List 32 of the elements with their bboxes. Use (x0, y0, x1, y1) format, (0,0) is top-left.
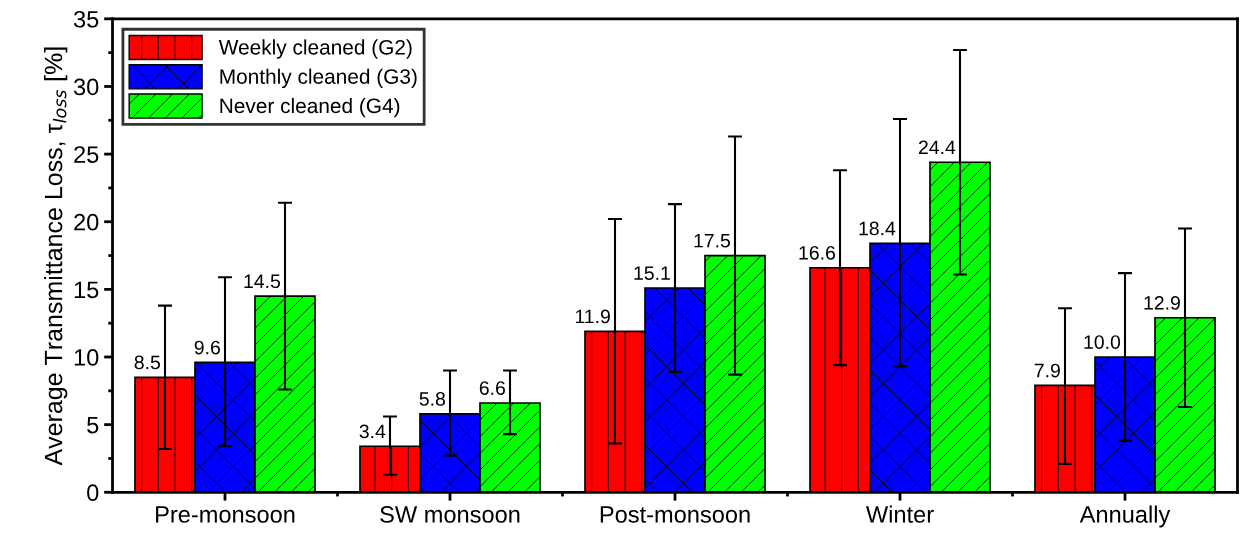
data-label: 11.9 (575, 309, 610, 324)
data-label: 10.0 (1084, 335, 1121, 349)
data-label: 17.5 (694, 233, 731, 248)
legend-label: Weekly cleaned (G2) (218, 39, 412, 59)
data-label: 18.4 (859, 221, 896, 236)
data-label: 15.1 (634, 266, 670, 280)
y-tick-label: 10 (74, 349, 99, 366)
y-tick-label: 35 (73, 10, 99, 28)
y-tick-label: 20 (74, 213, 99, 231)
data-label: 16.6 (799, 245, 835, 260)
x-tick-label: Post-monsoon (600, 506, 750, 523)
data-label: 6.6 (479, 381, 505, 395)
y-tick-label: 0 (87, 484, 99, 502)
data-label: 12.9 (1144, 295, 1180, 310)
x-tick-label: Winter (866, 505, 934, 523)
legend-label: Monthly cleaned (G3) (220, 68, 417, 89)
x-tick-label: SW monsoon (380, 506, 520, 523)
y-axis-title: Average Transmittance Loss, τ$_{loss}$ [%] (43, 47, 68, 466)
x-tick-label: Annually (1079, 505, 1171, 528)
legend-label: Never cleaned (G4) (220, 97, 400, 118)
data-label: 9.6 (194, 340, 220, 355)
data-label: 8.5 (134, 355, 161, 370)
y-tick-label: 25 (74, 146, 99, 163)
data-label: 7.9 (1034, 363, 1060, 378)
data-label: 3.4 (359, 424, 386, 439)
y-tick-label: 15 (74, 281, 99, 299)
data-label: 5.8 (419, 392, 445, 406)
data-label: 14.5 (244, 274, 281, 289)
x-tick-label: Pre-monsoon (156, 506, 295, 523)
y-tick-label: 30 (73, 78, 99, 96)
data-label: 24.4 (918, 140, 956, 155)
y-tick-label: 5 (87, 416, 99, 434)
